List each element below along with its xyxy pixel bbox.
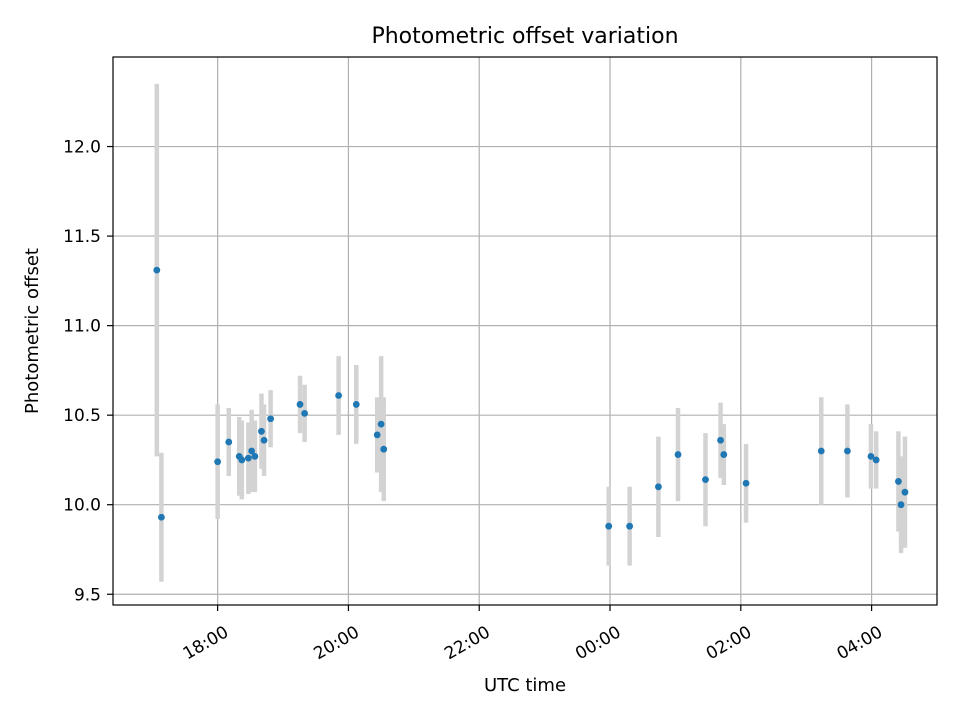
- data-point: [260, 436, 268, 444]
- data-point: [844, 447, 851, 455]
- y-axis-label: Photometric offset: [22, 248, 43, 414]
- data-point: [742, 479, 750, 487]
- data-point: [817, 447, 825, 455]
- data-point: [258, 427, 265, 435]
- data-point: [720, 451, 728, 458]
- data-points: [153, 266, 909, 530]
- data-point: [626, 522, 634, 530]
- plot-frame: [112, 56, 938, 606]
- y-tick-label: 9.5: [74, 585, 101, 605]
- y-tick-label: 10.0: [63, 496, 101, 516]
- y-tick-label: 11.5: [63, 227, 101, 247]
- data-point: [301, 409, 309, 417]
- data-point: [335, 392, 343, 399]
- axis-ticks: 18:00 20:00 22:00 00:00 02:00 04:009.510.010.…: [63, 138, 886, 665]
- data-point: [225, 438, 233, 446]
- data-point: [674, 451, 682, 458]
- data-point: [238, 456, 246, 464]
- y-tick-label: 12.0: [63, 138, 101, 158]
- data-point: [267, 415, 275, 423]
- data-point: [717, 436, 724, 444]
- y-tick-label: 11.0: [63, 317, 101, 337]
- data-point: [248, 447, 256, 455]
- data-point: [244, 454, 252, 462]
- data-point: [897, 501, 905, 509]
- data-point: [296, 401, 304, 408]
- data-point: [373, 431, 381, 439]
- x-axis-label: UTC time: [484, 675, 566, 696]
- data-point: [901, 488, 909, 496]
- data-point: [380, 445, 388, 453]
- chart-title: Photometric offset variation: [371, 24, 678, 49]
- data-point: [153, 266, 161, 274]
- data-point: [867, 452, 875, 460]
- data-point: [157, 513, 165, 521]
- data-point: [352, 401, 360, 408]
- data-point: [251, 452, 259, 460]
- data-point: [895, 478, 902, 485]
- data-point: [377, 420, 385, 428]
- grid: [113, 57, 937, 605]
- data-point: [702, 476, 709, 484]
- data-point: [872, 456, 880, 464]
- data-point: [214, 458, 222, 466]
- data-point: [605, 522, 613, 530]
- data-point: [655, 483, 662, 491]
- y-tick-label: 10.5: [63, 406, 101, 426]
